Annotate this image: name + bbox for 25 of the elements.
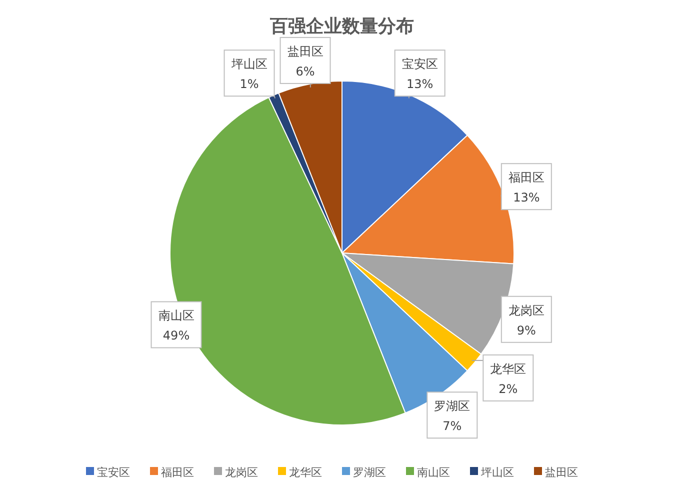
- legend-label: 坪山区: [480, 466, 514, 479]
- legend-label: 龙岗区: [225, 466, 258, 479]
- slice-label: 盐田区: [287, 44, 324, 58]
- slice-label: 宝安区: [402, 57, 438, 72]
- legend-label: 罗湖区: [353, 466, 386, 479]
- slice-label: 福田区: [508, 170, 544, 185]
- slice-label: 龙岗区: [508, 303, 544, 318]
- slice-label: 龙华区: [490, 362, 526, 376]
- data-label: 2%: [498, 382, 518, 396]
- data-label: 13%: [513, 190, 540, 205]
- slice-label: 罗湖区: [434, 399, 470, 414]
- legend-label: 宝安区: [97, 466, 130, 479]
- legend-label: 盐田区: [545, 466, 578, 479]
- data-label: 1%: [240, 77, 259, 92]
- slice-label: 坪山区: [230, 57, 268, 72]
- chart-title: 百强企业数量分布: [269, 16, 414, 37]
- legend-label: 南山区: [417, 466, 450, 479]
- data-label: 6%: [296, 64, 315, 78]
- data-label: 13%: [406, 77, 434, 92]
- data-label: 9%: [516, 323, 536, 338]
- data-label: 7%: [442, 419, 462, 434]
- legend-label: 福田区: [161, 466, 194, 479]
- data-label: 49%: [162, 328, 190, 343]
- slice-label: 南山区: [158, 308, 194, 323]
- legend-label: 龙华区: [289, 466, 322, 479]
